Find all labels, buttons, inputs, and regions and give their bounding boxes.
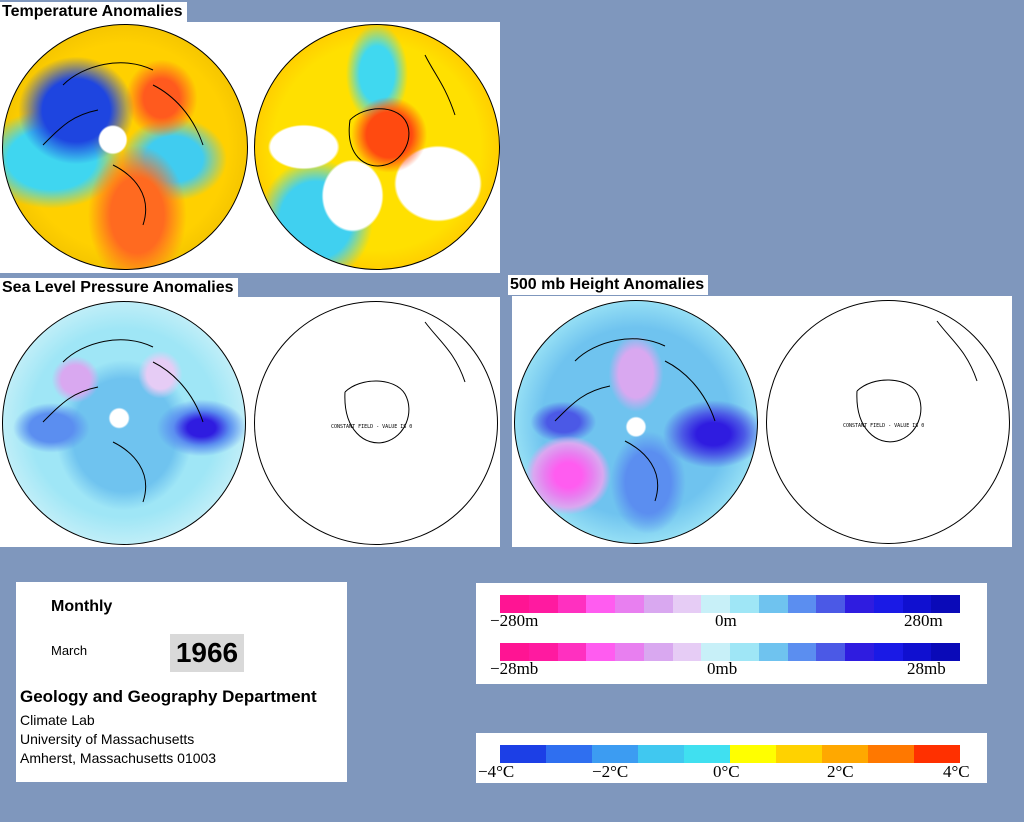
constant-field-label: CONSTANT FIELD - VALUE IS 0 <box>331 424 413 430</box>
lab-label: Climate Lab <box>20 712 95 728</box>
colorbar-swatch <box>701 643 730 661</box>
month-label: March <box>51 643 88 658</box>
temp-label-m2: −2°C <box>592 762 629 781</box>
temperature-globe-southern <box>254 24 500 270</box>
colorbar-swatch <box>586 643 615 661</box>
temperature-panel <box>0 22 500 273</box>
temperature-colorbar <box>500 745 960 763</box>
colorbar-swatch <box>914 745 960 763</box>
temp-label-0: 0°C <box>713 762 740 781</box>
colorbar-swatch <box>701 595 730 613</box>
coastlines <box>42 339 204 503</box>
colorbar-swatch <box>615 643 644 661</box>
colorbar-swatch <box>586 595 615 613</box>
address-label: Amherst, Massachusetts 01003 <box>20 750 217 766</box>
colorbar-swatch <box>500 643 529 661</box>
colorbar-swatch <box>730 643 759 661</box>
colorbar-swatch <box>822 745 868 763</box>
department-label: Geology and Geography Department <box>20 687 317 706</box>
constant-field-label: CONSTANT FIELD - VALUE IS 0 <box>843 423 925 429</box>
year-label: 1966 <box>170 634 244 672</box>
slp-colorbar <box>500 643 960 661</box>
colorbar-swatch <box>557 643 587 661</box>
slp-label-max: 28mb <box>907 659 946 678</box>
colorbar-swatch <box>816 595 845 613</box>
height-label-zero: 0m <box>715 611 737 630</box>
height500-globe-southern: CONSTANT FIELD - VALUE IS 0 <box>766 300 1010 544</box>
temp-label-m4: −4°C <box>478 762 515 781</box>
colorbar-swatch <box>672 643 702 661</box>
colorbar-swatch <box>931 643 960 661</box>
coastlines <box>856 320 978 443</box>
coastlines <box>344 321 466 444</box>
height500-globe-northern <box>514 300 758 544</box>
colorbar-swatch <box>787 643 817 661</box>
colorbar-swatch <box>638 745 684 763</box>
pressure-height-legend: −280m 0m 280m −28mb 0mb 28mb <box>476 583 987 684</box>
colorbar-swatch <box>776 745 822 763</box>
colorbar-swatch <box>873 595 903 613</box>
colorbar-swatch <box>730 595 759 613</box>
period-label: Monthly <box>51 598 113 615</box>
temperature-title: Temperature Anomalies <box>0 2 187 22</box>
colorbar-swatch <box>902 643 932 661</box>
colorbar-swatch <box>557 595 587 613</box>
colorbar-swatch <box>868 745 914 763</box>
colorbar-swatch <box>546 745 592 763</box>
height-colorbar <box>500 595 960 613</box>
colorbar-swatch <box>730 745 776 763</box>
slp-label-min: −28mb <box>490 659 539 678</box>
colorbar-swatch <box>787 595 817 613</box>
info-box: Monthly March 1966 Geology and Geography… <box>16 582 347 782</box>
coastlines <box>554 338 716 502</box>
height500-title: 500 mb Height Anomalies <box>508 275 709 295</box>
height-label-min: −280m <box>490 611 539 630</box>
colorbar-swatch <box>816 643 845 661</box>
colorbar-swatch <box>845 643 874 661</box>
slp-globe-northern <box>2 301 246 545</box>
colorbar-swatch <box>684 745 730 763</box>
colorbar-swatch <box>845 595 874 613</box>
coastlines <box>42 62 204 226</box>
colorbar-swatch <box>931 595 960 613</box>
slp-globe-southern: CONSTANT FIELD - VALUE IS 0 <box>254 301 498 545</box>
colorbar-swatch <box>643 595 673 613</box>
colorbar-swatch <box>643 643 673 661</box>
colorbar-swatch <box>615 595 644 613</box>
temperature-legend: −4°C −2°C 0°C 2°C 4°C <box>476 733 987 783</box>
temp-label-2: 2°C <box>827 762 854 781</box>
coastlines <box>348 54 456 167</box>
temperature-globe-northern <box>2 24 248 270</box>
height500-panel: CONSTANT FIELD - VALUE IS 0 <box>512 296 1012 547</box>
slp-title: Sea Level Pressure Anomalies <box>0 278 238 298</box>
slp-label-zero: 0mb <box>707 659 738 678</box>
colorbar-swatch <box>528 643 558 661</box>
colorbar-swatch <box>758 595 788 613</box>
colorbar-swatch <box>672 595 702 613</box>
colorbar-swatch <box>500 745 546 763</box>
university-label: University of Massachusetts <box>20 731 195 747</box>
colorbar-swatch <box>528 595 558 613</box>
colorbar-swatch <box>592 745 638 763</box>
height-label-max: 280m <box>904 611 943 630</box>
colorbar-swatch <box>902 595 932 613</box>
colorbar-swatch <box>500 595 529 613</box>
colorbar-swatch <box>873 643 903 661</box>
slp-panel: CONSTANT FIELD - VALUE IS 0 <box>0 297 500 547</box>
temp-label-4: 4°C <box>943 762 970 781</box>
colorbar-swatch <box>758 643 788 661</box>
